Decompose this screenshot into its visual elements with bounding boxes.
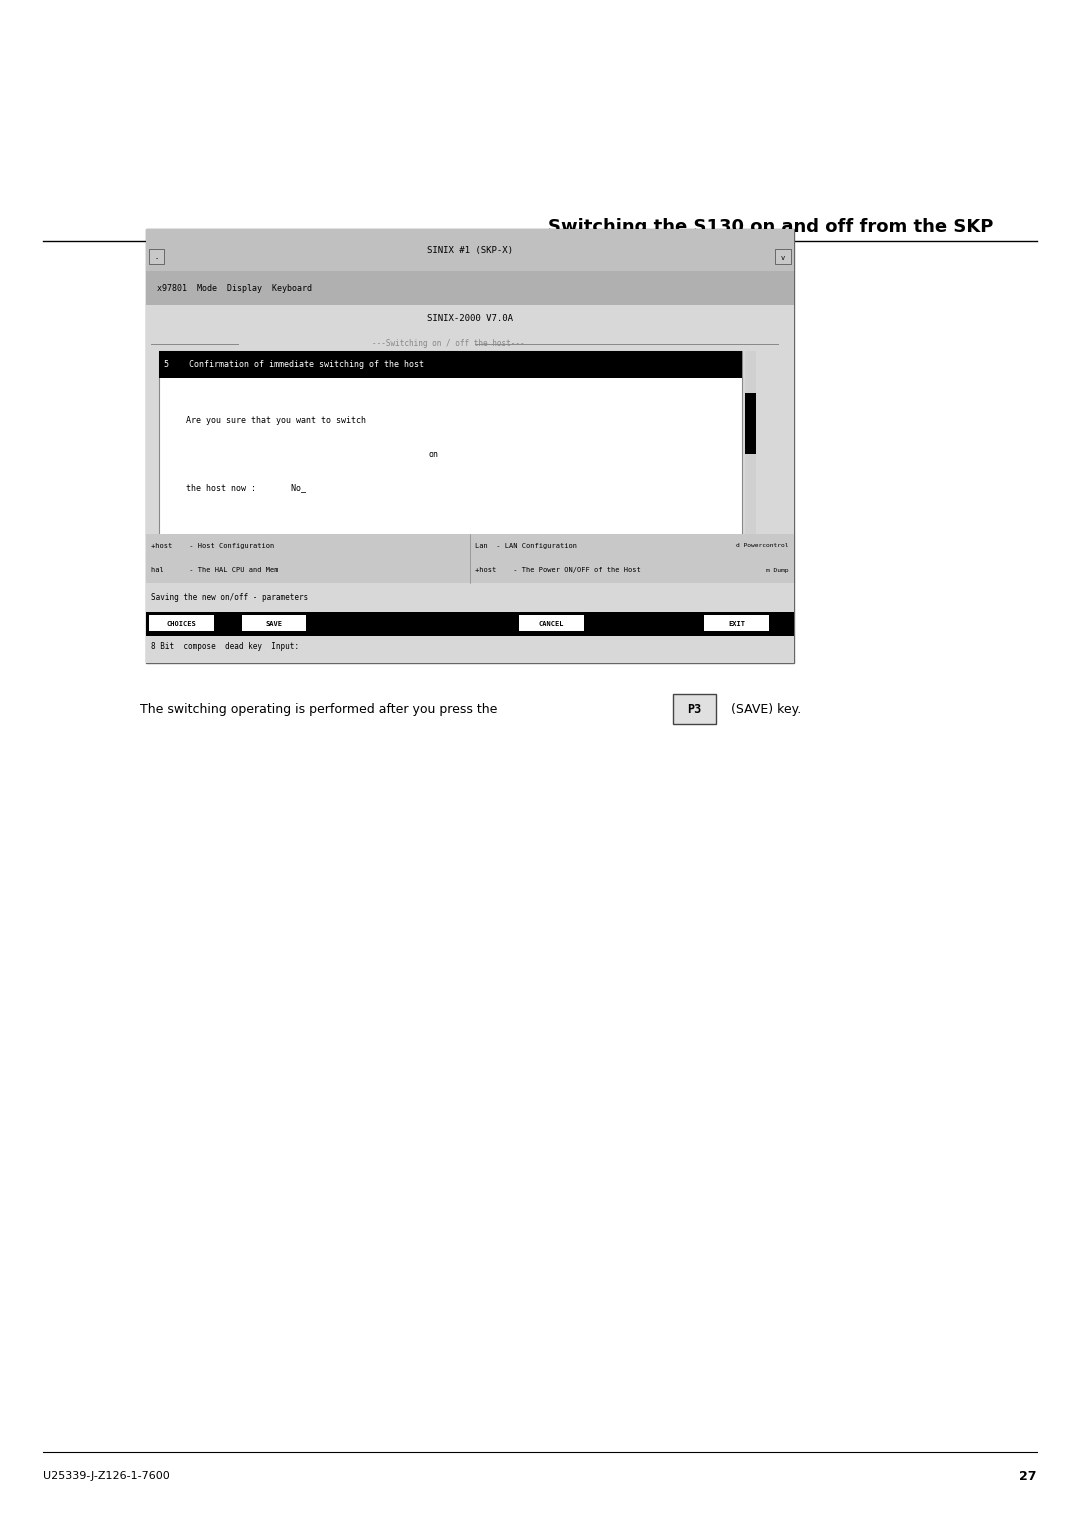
Text: U25339-J-Z126-1-7600: U25339-J-Z126-1-7600	[43, 1472, 170, 1481]
Bar	[146, 558, 794, 583]
Text: Saving the new on/off - parameters: Saving the new on/off - parameters	[151, 593, 309, 602]
Text: P3: P3	[687, 703, 702, 715]
Text: Switching the S130 on and off from the SKP: Switching the S130 on and off from the S…	[549, 218, 994, 236]
Text: -: -	[154, 256, 159, 261]
Bar	[146, 612, 794, 636]
Text: hal      - The HAL CPU and Mem: hal - The HAL CPU and Mem	[151, 567, 279, 573]
Bar	[146, 271, 794, 305]
Text: Lan  - LAN Configuration: Lan - LAN Configuration	[475, 543, 577, 549]
Text: +host    - The Power ON/OFF of the Host: +host - The Power ON/OFF of the Host	[475, 567, 640, 573]
Bar	[242, 615, 307, 631]
Bar	[519, 615, 584, 631]
Bar	[704, 615, 769, 631]
Bar	[149, 615, 214, 631]
Text: SINIX #1 (SKP-X): SINIX #1 (SKP-X)	[427, 246, 513, 255]
Bar	[146, 305, 794, 663]
Text: ---Switching on / off the host---: ---Switching on / off the host---	[372, 340, 525, 348]
Text: 5    Confirmation of immediate switching of the host: 5 Confirmation of immediate switching of…	[164, 360, 424, 369]
Text: SAVE: SAVE	[266, 621, 283, 627]
Text: EXIT: EXIT	[728, 621, 745, 627]
Text: +host    - Host Configuration: +host - Host Configuration	[151, 543, 274, 549]
Bar	[673, 694, 716, 724]
Bar	[149, 249, 164, 264]
Bar	[146, 534, 794, 558]
Bar	[159, 351, 742, 378]
Bar	[703, 613, 792, 633]
Text: the host now :       No_: the host now : No_	[186, 483, 306, 493]
Text: x97801  Mode  Display  Keyboard: x97801 Mode Display Keyboard	[157, 284, 312, 293]
Text: 8 Bit  compose  dead key  Input:: 8 Bit compose dead key Input:	[151, 642, 299, 651]
Text: Are you sure that you want to switch: Are you sure that you want to switch	[186, 416, 366, 425]
Text: CHOICES: CHOICES	[166, 621, 197, 627]
Text: d Powercontrol: d Powercontrol	[735, 543, 788, 549]
Bar	[518, 613, 607, 633]
Bar	[775, 249, 791, 264]
Text: The switching operating is performed after you press the: The switching operating is performed aft…	[140, 703, 502, 715]
Text: 27: 27	[1020, 1470, 1037, 1482]
Bar	[745, 351, 756, 560]
Bar	[159, 351, 742, 560]
Bar	[146, 229, 794, 271]
Text: m Dump: m Dump	[766, 567, 788, 573]
Text: CANCEL: CANCEL	[539, 621, 565, 627]
Text: (SAVE) key.: (SAVE) key.	[727, 703, 801, 715]
Bar	[745, 393, 756, 454]
Bar	[148, 613, 237, 633]
Bar	[146, 229, 794, 663]
Bar	[241, 613, 328, 633]
Text: v: v	[781, 256, 785, 261]
Text: SINIX-2000 V7.0A: SINIX-2000 V7.0A	[427, 314, 513, 323]
Text: on: on	[429, 450, 438, 459]
